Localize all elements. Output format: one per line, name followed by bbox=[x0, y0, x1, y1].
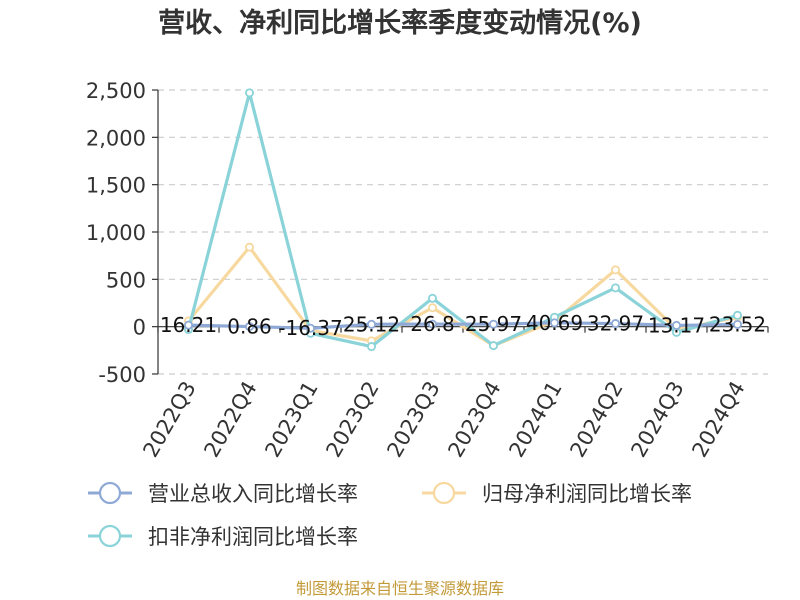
x-tick-label: 2023Q4 bbox=[443, 377, 505, 461]
data-point bbox=[244, 88, 254, 98]
y-axis-ticks: -500 0 500 1,000 1,500 2,000 2,500 bbox=[86, 79, 158, 387]
data-point bbox=[488, 319, 498, 329]
y-tick-label: 2,000 bbox=[86, 126, 146, 150]
data-point bbox=[427, 319, 437, 329]
data-label: 23.52 bbox=[709, 312, 766, 336]
series-line bbox=[188, 321, 738, 330]
series-lines bbox=[183, 88, 743, 352]
data-point bbox=[427, 293, 437, 303]
y-tick-label: 1,000 bbox=[86, 221, 146, 245]
source-note: 制图数据来自恒生聚源数据库 bbox=[296, 579, 504, 598]
data-point bbox=[366, 342, 376, 352]
y-tick-label: -500 bbox=[98, 363, 146, 387]
x-tick-label: 2024Q4 bbox=[687, 377, 749, 461]
data-label: -16.37 bbox=[278, 316, 342, 340]
y-tick-label: 2,500 bbox=[86, 79, 146, 103]
legend-item[interactable]: 扣非净利润同比增长率 bbox=[88, 524, 358, 549]
data-label: 40.69 bbox=[526, 311, 583, 335]
data-label: 16.21 bbox=[160, 313, 217, 337]
legend-label: 营业总收入同比增长率 bbox=[148, 482, 358, 506]
data-point bbox=[550, 318, 560, 328]
data-point bbox=[672, 320, 682, 330]
data-label: 32.97 bbox=[587, 312, 644, 336]
data-label: 13.17 bbox=[648, 313, 705, 337]
y-tick-label: 500 bbox=[106, 268, 146, 292]
legend-label: 归母净利润同比增长率 bbox=[482, 482, 692, 506]
legend-marker bbox=[98, 481, 122, 505]
data-point bbox=[305, 323, 315, 333]
chart-title: 营收、净利同比增长率季度变动情况(%) bbox=[158, 7, 642, 39]
data-point bbox=[733, 319, 743, 329]
data-point bbox=[611, 319, 621, 329]
series-line bbox=[187, 245, 738, 348]
x-tick-label: 2024Q3 bbox=[626, 377, 688, 461]
series-1 bbox=[183, 318, 743, 333]
data-label: 0.86 bbox=[227, 315, 272, 339]
data-point bbox=[427, 303, 437, 313]
data-point bbox=[611, 265, 621, 275]
data-label: 26.8 bbox=[410, 312, 455, 336]
legend-item[interactable]: 营业总收入同比增长率 bbox=[88, 481, 358, 506]
x-axis-ticks: 2022Q32022Q42023Q12023Q22023Q32023Q42024… bbox=[138, 326, 769, 461]
x-tick-label: 2022Q3 bbox=[138, 377, 200, 461]
y-tick-label: 0 bbox=[133, 316, 146, 340]
y-tick-label: 1,500 bbox=[86, 174, 146, 198]
grid-lines bbox=[158, 89, 768, 375]
x-tick-label: 2024Q1 bbox=[504, 377, 566, 461]
data-point bbox=[244, 242, 254, 252]
x-tick-label: 2024Q2 bbox=[565, 377, 627, 461]
data-label: 25.12 bbox=[343, 312, 400, 336]
data-point bbox=[244, 322, 254, 332]
x-tick-label: 2023Q2 bbox=[321, 377, 383, 461]
x-tick-label: 2022Q4 bbox=[199, 377, 261, 461]
series-line bbox=[186, 91, 738, 349]
data-point bbox=[733, 310, 743, 320]
data-point bbox=[611, 283, 621, 293]
data-label: 25.97 bbox=[465, 312, 522, 336]
data-point bbox=[488, 341, 498, 351]
data-point bbox=[366, 319, 376, 329]
x-tick-label: 2023Q1 bbox=[260, 377, 322, 461]
legend-label: 扣非净利润同比增长率 bbox=[148, 525, 358, 549]
x-tick-label: 2023Q3 bbox=[382, 377, 444, 461]
legend-marker bbox=[432, 481, 456, 505]
data-point bbox=[183, 320, 193, 330]
data-labels: 16.21 0.86 -16.37 25.12 26.8 25.97 40.69 32.97 1… bbox=[160, 311, 766, 340]
legend-marker bbox=[98, 524, 122, 548]
legend-item[interactable]: 归母净利润同比增长率 bbox=[422, 481, 692, 506]
